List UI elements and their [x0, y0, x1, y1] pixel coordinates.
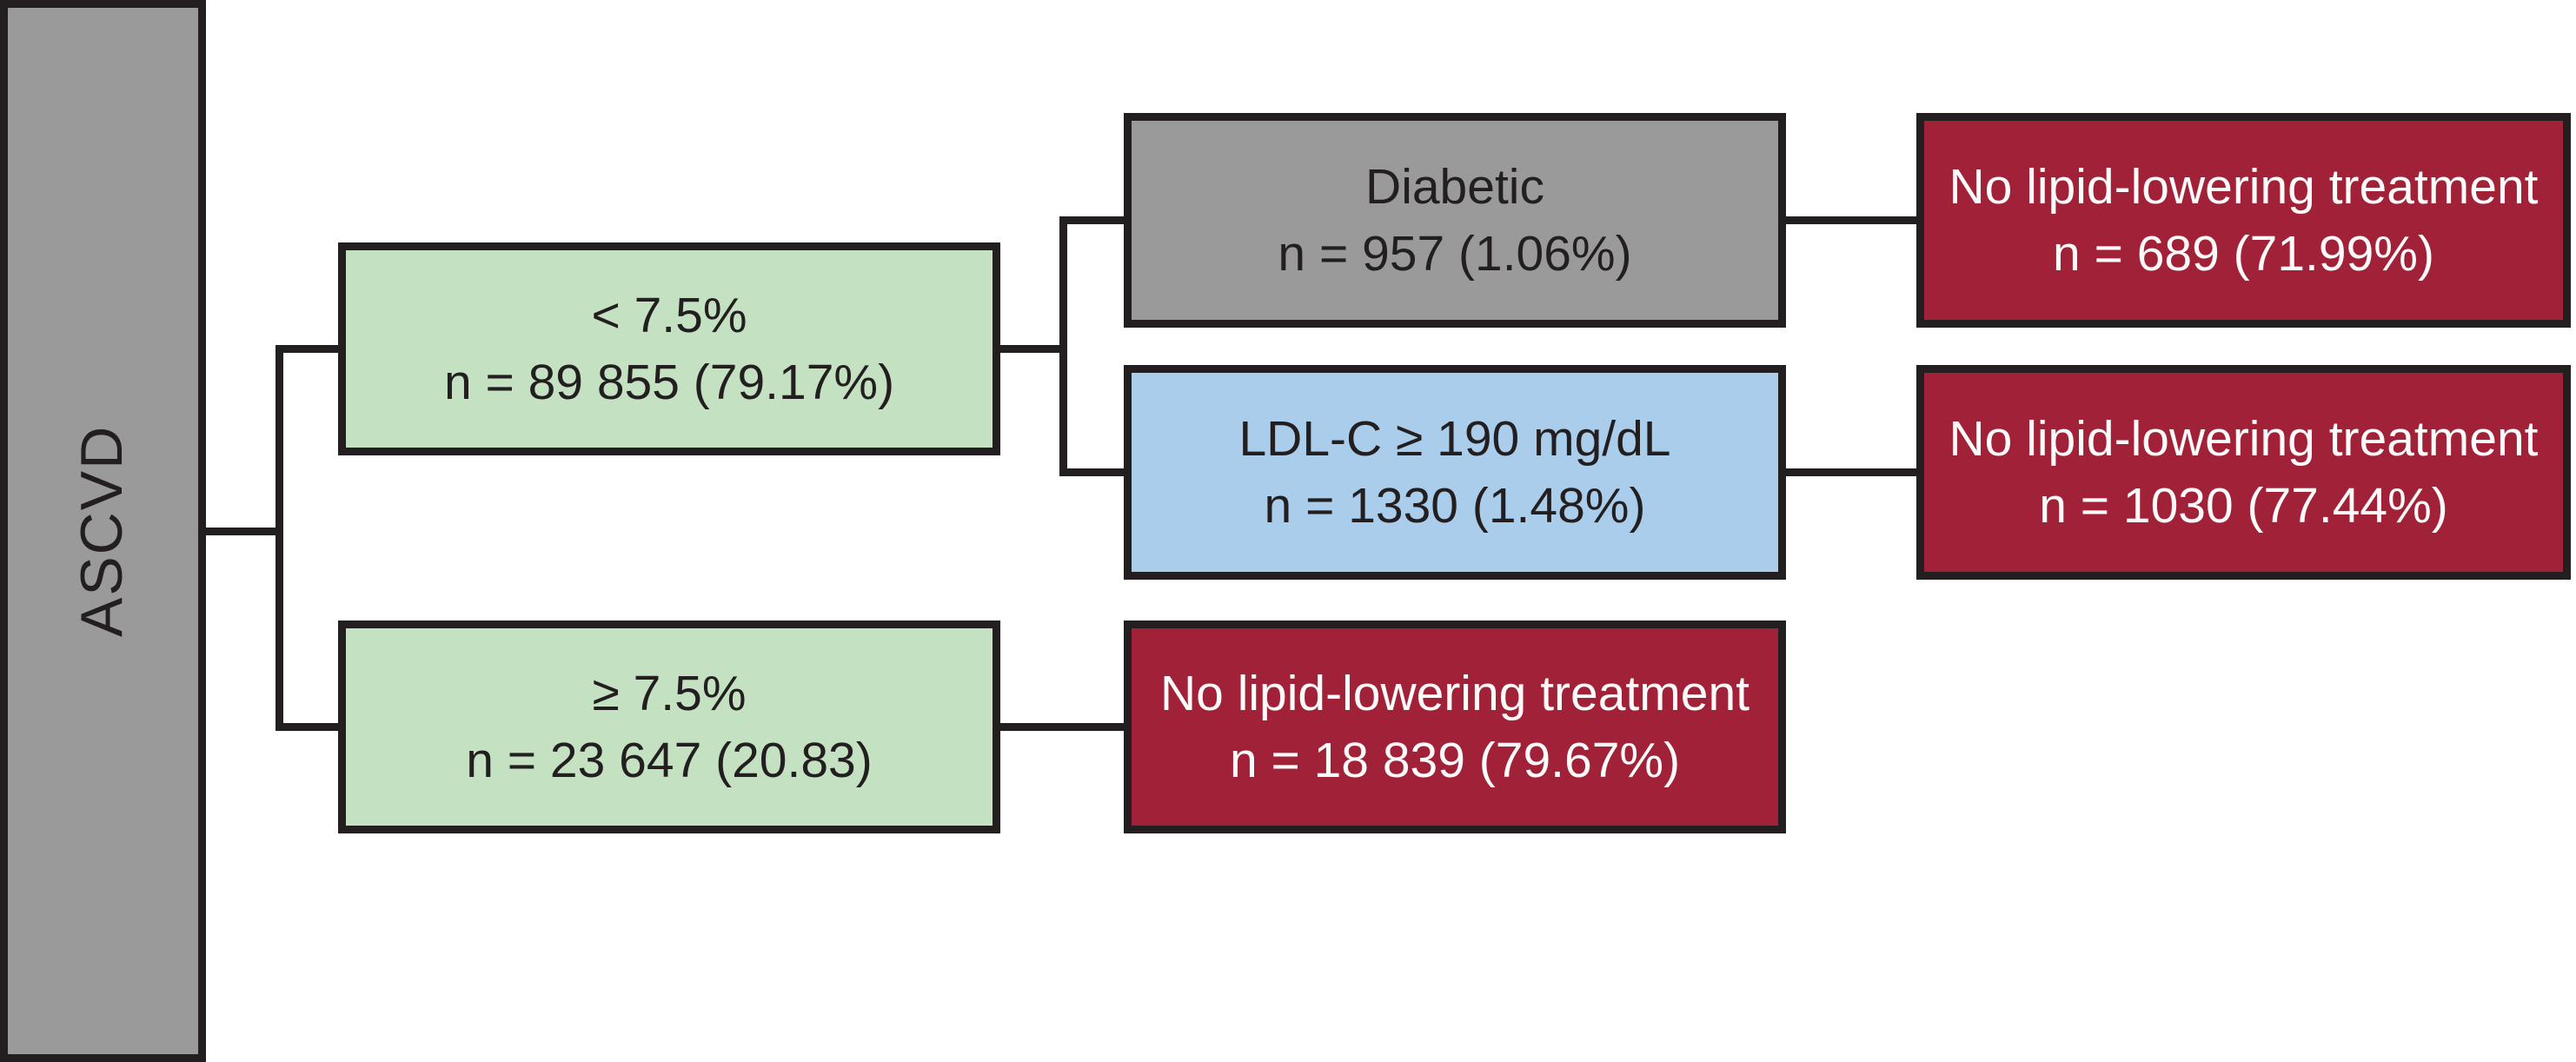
risk-under-7-5-label: < 7.5% [591, 287, 747, 343]
ascvd-root-label: ASCVD [69, 424, 136, 638]
connector-root-to-under75 [276, 345, 338, 353]
no-treatment-diabetic-count: n = 689 (71.99%) [2053, 225, 2434, 282]
ldl-190-count: n = 1330 (1.48%) [1264, 477, 1646, 534]
risk-over-7-5-label: ≥ 7.5% [592, 665, 747, 721]
diabetic-label: Diabetic [1365, 158, 1544, 215]
no-treatment-ldl-label: No lipid-lowering treatment [1949, 410, 2539, 467]
connector-under75-to-ldl [1059, 468, 1124, 476]
connector-diabetic-to-notreatment [1786, 216, 1916, 224]
diabetic-count: n = 957 (1.06%) [1278, 225, 1632, 282]
connector-under75-bracket [1059, 216, 1067, 476]
diabetic-box: Diabetic n = 957 (1.06%) [1124, 113, 1786, 328]
connector-under75-stub [1000, 345, 1067, 353]
ldl-190-label: LDL-C ≥ 190 mg/dL [1238, 410, 1671, 467]
connector-root-to-over75 [276, 723, 338, 731]
connector-over75-to-notreatment [1000, 723, 1124, 731]
no-treatment-diabetic-box: No lipid-lowering treatment n = 689 (71.… [1916, 113, 2571, 328]
no-treatment-ldl-box: No lipid-lowering treatment n = 1030 (77… [1916, 365, 2571, 580]
connector-under75-to-diabetic [1059, 216, 1124, 224]
ascvd-root-box: ASCVD [0, 0, 206, 1062]
risk-under-7-5-count: n = 89 855 (79.17%) [443, 354, 895, 410]
no-treatment-ldl-count: n = 1030 (77.44%) [2039, 477, 2448, 534]
risk-under-7-5-box: < 7.5% n = 89 855 (79.17%) [338, 242, 1000, 455]
no-treatment-over75-box: No lipid-lowering treatment n = 18 839 (… [1124, 621, 1786, 833]
no-treatment-over75-label: No lipid-lowering treatment [1160, 665, 1749, 721]
no-treatment-diabetic-label: No lipid-lowering treatment [1949, 158, 2539, 215]
connector-root-bracket [276, 345, 283, 731]
risk-over-7-5-count: n = 23 647 (20.83) [466, 732, 873, 788]
no-treatment-over75-count: n = 18 839 (79.67%) [1229, 732, 1681, 788]
ldl-190-box: LDL-C ≥ 190 mg/dL n = 1330 (1.48%) [1124, 365, 1786, 580]
connector-root-stub [198, 528, 283, 535]
risk-over-7-5-box: ≥ 7.5% n = 23 647 (20.83) [338, 621, 1000, 833]
connector-ldl-to-notreatment [1786, 468, 1916, 476]
